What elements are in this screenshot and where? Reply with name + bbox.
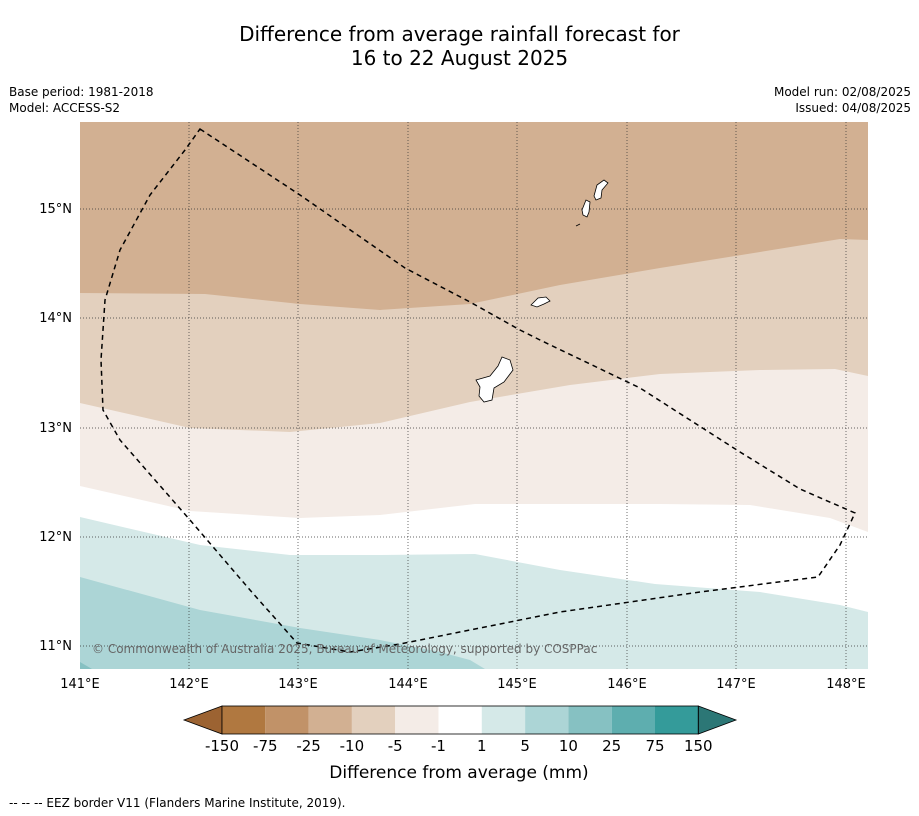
colorbar-label: -25 (296, 737, 321, 755)
aguijan-islet (575, 223, 581, 227)
colorbar (182, 705, 738, 735)
chart-title: Difference from average rainfall forecas… (0, 22, 919, 70)
lon-label: 142°E (169, 677, 209, 692)
lat-label: 11°N (39, 639, 72, 654)
saipan-island (593, 179, 609, 201)
title-line-1: Difference from average rainfall forecas… (239, 22, 680, 46)
colorbar-extend-high (697, 705, 738, 735)
islands (475, 179, 609, 403)
lat-label: 15°N (39, 202, 72, 217)
colorbar-swatch (525, 706, 569, 734)
colorbar-label: 5 (520, 737, 530, 755)
copyright-notice: © Commonwealth of Australia 2025, Bureau… (92, 642, 597, 656)
colorbar-swatch (438, 706, 482, 734)
lat-label: 14°N (39, 311, 72, 326)
lon-label: 146°E (607, 677, 647, 692)
colorbar-swatch (568, 706, 612, 734)
colorbar-label: -10 (340, 737, 365, 755)
colorbar-title: Difference from average (mm) (329, 763, 588, 783)
colorbar-label: 25 (602, 737, 621, 755)
meta-right: Model run: 02/08/2025 Issued: 04/08/2025 (774, 84, 911, 116)
colorbar-swatch (611, 706, 655, 734)
colorbar-label: -1 (431, 737, 446, 755)
colorbar-swatch (655, 706, 699, 734)
title-line-2: 16 to 22 August 2025 (350, 46, 569, 70)
lat-label: 13°N (39, 421, 72, 436)
latitude-labels: 15°N 14°N 13°N 12°N 11°N (39, 202, 72, 654)
eez-footnote: -- -- -- EEZ border V11 (Flanders Marine… (9, 796, 346, 810)
model-run: Model run: 02/08/2025 (773, 85, 911, 99)
colorbar-swatch (308, 706, 352, 734)
colorbar-label: 75 (645, 737, 664, 755)
guam-island (475, 356, 514, 403)
colorbar-labels: -150 -75 -25 -10 -5 -1 1 5 10 25 75 150 (205, 737, 713, 755)
colorbar-swatch (481, 706, 526, 734)
lon-label: 148°E (826, 677, 866, 692)
lon-label: 147°E (716, 677, 756, 692)
band-plus10-plus25 (80, 662, 92, 669)
eez-border-line (100, 127, 857, 653)
base-period: Base period: 1981-2018 (9, 85, 154, 99)
rota-island (530, 296, 551, 308)
graticule (80, 122, 868, 669)
tinian-island (581, 199, 591, 218)
colorbar-swatch (265, 706, 309, 734)
colorbar-outline (221, 705, 699, 735)
lon-label: 144°E (388, 677, 428, 692)
lat-label: 12°N (39, 530, 72, 545)
meta-left: Base period: 1981-2018 Model: ACCESS-S2 (9, 84, 154, 116)
lon-label: 141°E (60, 677, 100, 692)
lon-label: 145°E (497, 677, 537, 692)
colorbar-label: -5 (388, 737, 403, 755)
colorbar-swatch (395, 706, 439, 734)
colorbar-label: -150 (205, 737, 239, 755)
lon-label: 143°E (278, 677, 318, 692)
longitude-labels: 141°E 142°E 143°E 144°E 145°E 146°E 147°… (60, 677, 866, 692)
rainfall-anomaly-contours (80, 122, 868, 669)
colorbar-extend-low (182, 705, 223, 735)
issued-date: Issued: 04/08/2025 (795, 101, 911, 115)
colorbar-swatch (222, 706, 266, 734)
colorbar-label: 150 (684, 737, 713, 755)
model-name: Model: ACCESS-S2 (9, 101, 121, 115)
colorbar-label: 10 (559, 737, 578, 755)
colorbar-label: -75 (253, 737, 278, 755)
colorbar-swatch (351, 706, 396, 734)
colorbar-label: 1 (477, 737, 487, 755)
